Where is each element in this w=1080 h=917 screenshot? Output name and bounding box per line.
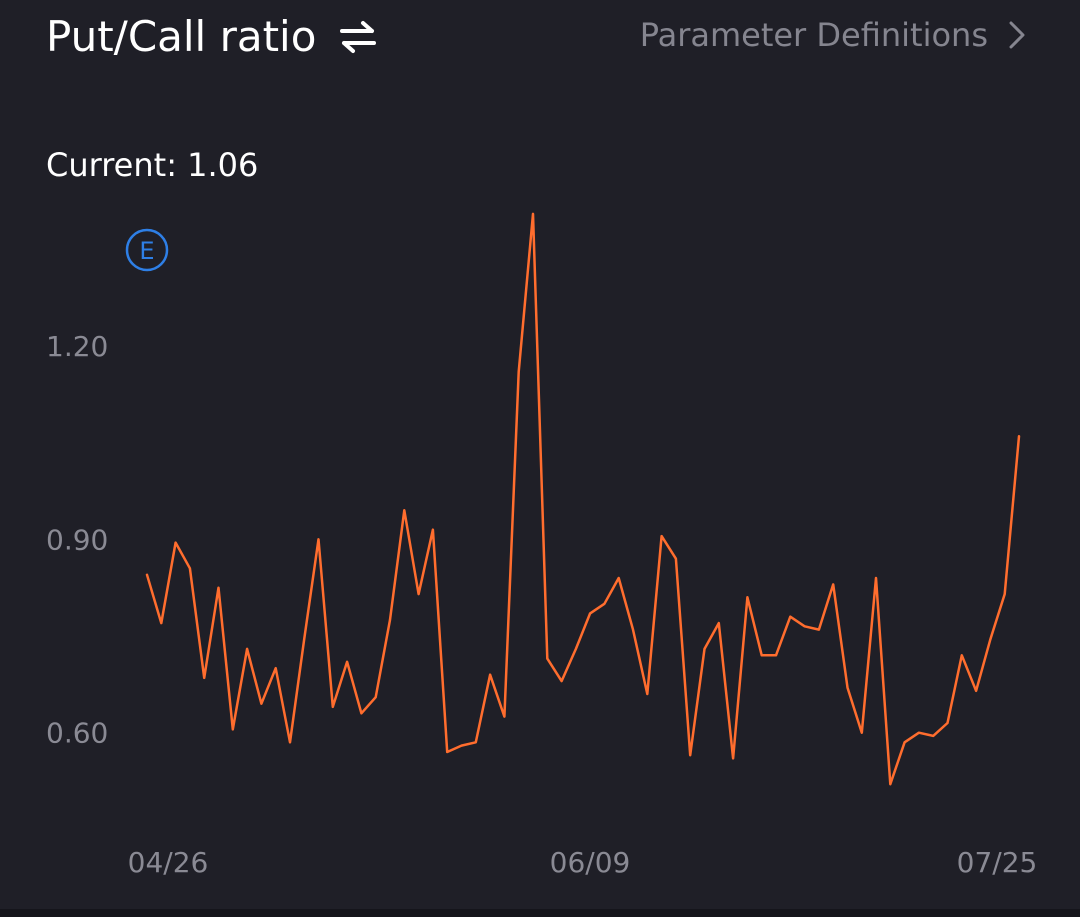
chevron-right-icon — [1009, 21, 1025, 49]
x-tick-label: 07/25 — [957, 846, 1038, 879]
series-line — [145, 212, 1021, 786]
parameter-definitions-link[interactable]: Parameter Definitions — [640, 16, 1026, 54]
page-title: Put/Call ratio — [46, 12, 317, 61]
y-tick-label: 0.90 — [46, 523, 108, 556]
current-value: Current: 1.06 — [46, 146, 259, 184]
y-tick-label: 0.60 — [46, 717, 108, 750]
event-marker[interactable]: E — [125, 228, 169, 272]
event-marker-label: E — [139, 237, 154, 265]
bottom-bar — [0, 909, 1080, 917]
parameter-definitions-label: Parameter Definitions — [639, 16, 988, 54]
swap-arrows-icon[interactable] — [338, 20, 378, 54]
y-tick-label: 1.20 — [46, 330, 108, 363]
x-tick-label: 04/26 — [128, 846, 209, 879]
x-tick-label: 06/09 — [550, 846, 631, 879]
chart-title-row: Put/Call ratio — [46, 12, 378, 61]
